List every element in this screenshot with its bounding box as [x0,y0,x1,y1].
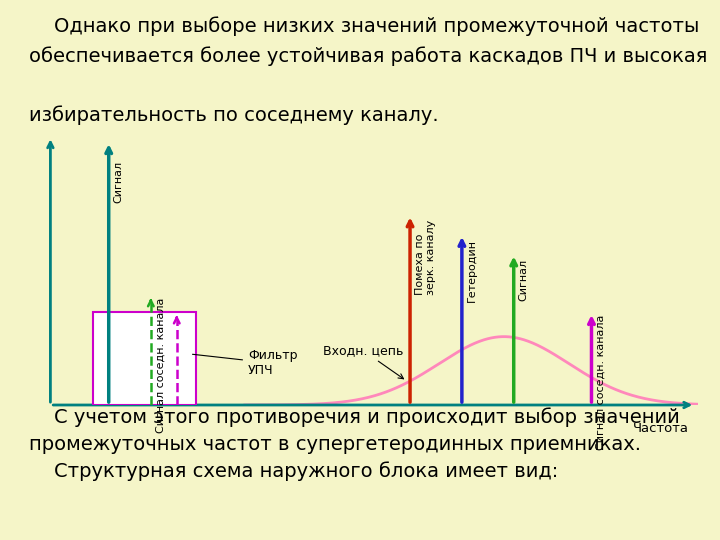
Text: промежуточных частот в супергетеродинных приемниках.: промежуточных частот в супергетеродинных… [29,435,641,454]
Text: избирательность по соседнему каналу.: избирательность по соседнему каналу. [29,105,438,125]
Text: Сигнал соседн. канала: Сигнал соседн. канала [156,298,166,433]
Text: Однако при выборе низких значений промежуточной частоты: Однако при выборе низких значений промеж… [29,16,699,36]
Text: Фильтр
УПЧ: Фильтр УПЧ [192,349,297,377]
Text: Частота: Частота [633,422,688,435]
Text: Входн. цепь: Входн. цепь [323,344,403,379]
Text: Сигнал: Сигнал [518,259,528,301]
Text: Структурная схема наружного блока имеет вид:: Структурная схема наружного блока имеет … [29,462,558,481]
Text: Гетеродин: Гетеродин [467,239,477,302]
Text: обеспечивается более устойчивая работа каскадов ПЧ и высокая: обеспечивается более устойчивая работа к… [29,46,707,65]
Text: Сигнал соседн. канала: Сигнал соседн. канала [596,315,606,450]
Text: Помеха по
зерк. каналу: Помеха по зерк. каналу [415,219,436,295]
Text: Сигнал: Сигнал [113,161,123,203]
Text: С учетом этого противоречия и происходит выбор значений: С учетом этого противоречия и происходит… [29,408,680,427]
Bar [93,312,196,405]
